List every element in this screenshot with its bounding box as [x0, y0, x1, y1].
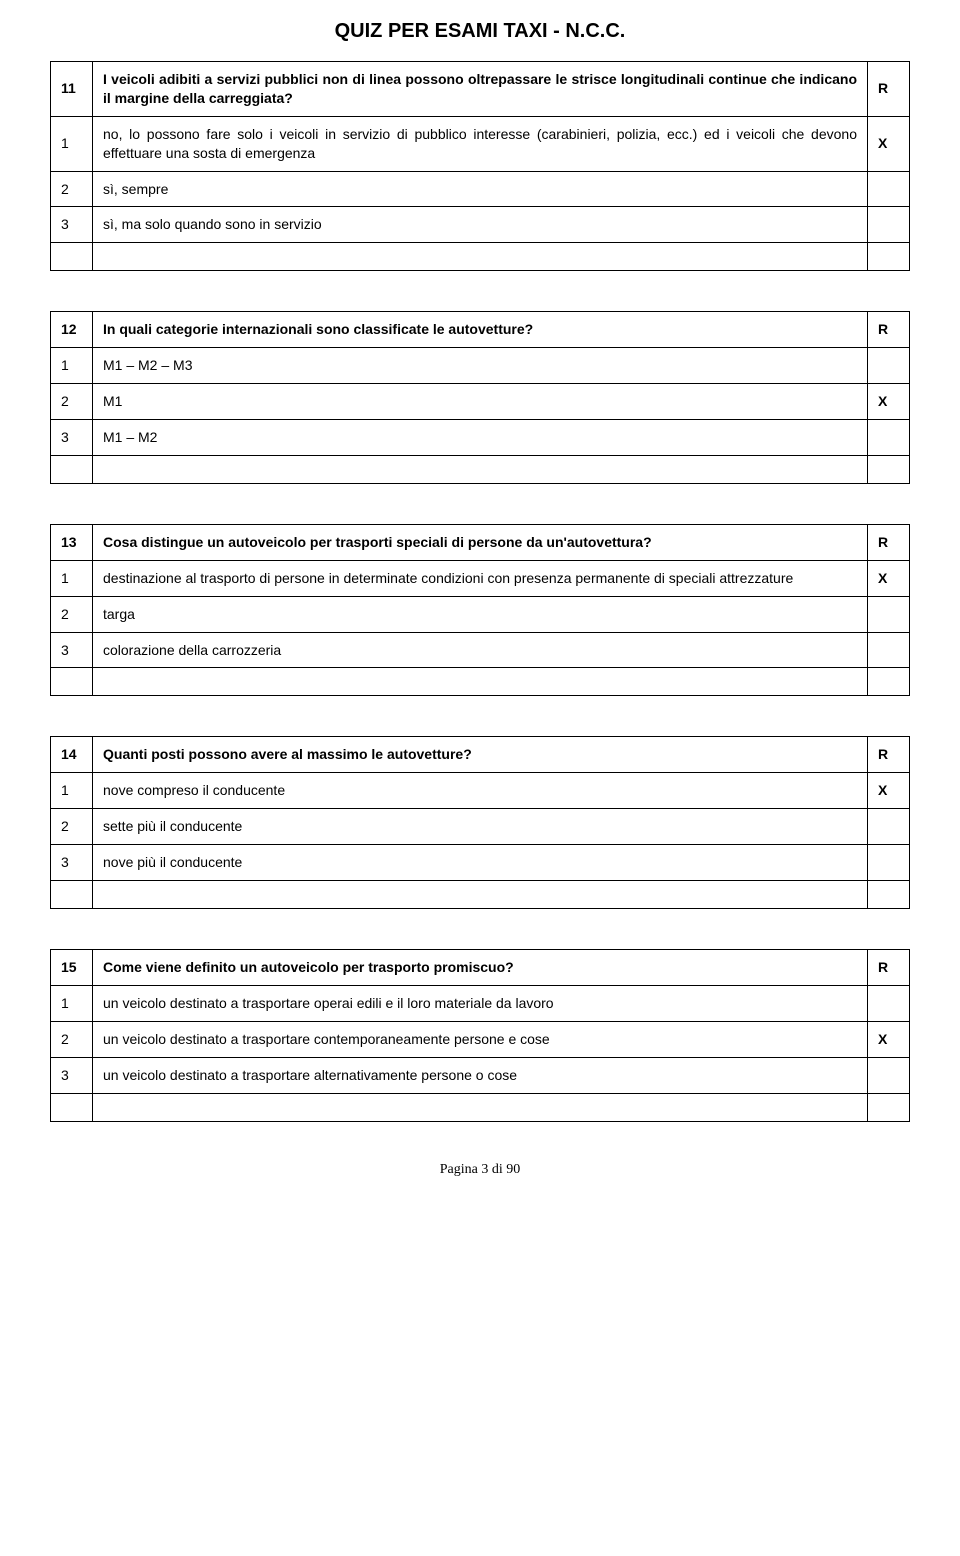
answer-number: 2	[51, 809, 93, 845]
answer-text: M1 – M2	[93, 420, 868, 456]
answer-text: un veicolo destinato a trasportare alter…	[93, 1057, 868, 1093]
answer-mark	[868, 348, 910, 384]
question-mark: R	[868, 312, 910, 348]
answer-row: 3un veicolo destinato a trasportare alte…	[51, 1057, 910, 1093]
answer-mark	[868, 207, 910, 243]
answer-mark	[868, 845, 910, 881]
answer-number: 1	[51, 985, 93, 1021]
quiz-block: 12In quali categorie internazionali sono…	[50, 311, 910, 484]
question-number: 12	[51, 312, 93, 348]
question-text: Come viene definito un autoveicolo per t…	[93, 950, 868, 986]
question-number: 11	[51, 62, 93, 117]
quiz-block: 15Come viene definito un autoveicolo per…	[50, 949, 910, 1122]
question-number: 14	[51, 737, 93, 773]
answer-text: no, lo possono fare solo i veicoli in se…	[93, 116, 868, 171]
answer-mark	[868, 420, 910, 456]
question-text: Cosa distingue un autoveicolo per traspo…	[93, 524, 868, 560]
answer-number: 3	[51, 207, 93, 243]
answer-mark: X	[868, 1021, 910, 1057]
answer-number: 2	[51, 171, 93, 207]
answer-number: 3	[51, 632, 93, 668]
question-row: 12In quali categorie internazionali sono…	[51, 312, 910, 348]
answer-number: 2	[51, 596, 93, 632]
answer-mark	[868, 632, 910, 668]
answer-row: 3colorazione della carrozzeria	[51, 632, 910, 668]
answer-row: 2M1X	[51, 384, 910, 420]
quiz-block: 14Quanti posti possono avere al massimo …	[50, 736, 910, 909]
question-mark: R	[868, 524, 910, 560]
question-text: I veicoli adibiti a servizi pubblici non…	[93, 62, 868, 117]
answer-text: M1 – M2 – M3	[93, 348, 868, 384]
answer-row: 3nove più il conducente	[51, 845, 910, 881]
page-footer: Pagina 3 di 90	[50, 1162, 910, 1178]
answer-text: sì, ma solo quando sono in servizio	[93, 207, 868, 243]
answer-number: 2	[51, 384, 93, 420]
answer-number: 1	[51, 116, 93, 171]
answer-row: 2sì, sempre	[51, 171, 910, 207]
question-row: 14Quanti posti possono avere al massimo …	[51, 737, 910, 773]
answer-row: 2targa	[51, 596, 910, 632]
answer-row: 1destinazione al trasporto di persone in…	[51, 560, 910, 596]
question-mark: R	[868, 950, 910, 986]
answer-mark	[868, 1057, 910, 1093]
answer-mark: X	[868, 116, 910, 171]
question-row: 13Cosa distingue un autoveicolo per tras…	[51, 524, 910, 560]
answer-row: 3M1 – M2	[51, 420, 910, 456]
answer-number: 1	[51, 560, 93, 596]
answer-mark	[868, 985, 910, 1021]
question-mark: R	[868, 62, 910, 117]
quiz-block: 11I veicoli adibiti a servizi pubblici n…	[50, 61, 910, 271]
question-number: 13	[51, 524, 93, 560]
spacer-row	[51, 455, 910, 483]
answer-text: sì, sempre	[93, 171, 868, 207]
answer-row: 3sì, ma solo quando sono in servizio	[51, 207, 910, 243]
answer-mark	[868, 809, 910, 845]
answer-text: sette più il conducente	[93, 809, 868, 845]
answer-number: 3	[51, 1057, 93, 1093]
answer-number: 1	[51, 348, 93, 384]
question-number: 15	[51, 950, 93, 986]
answer-mark	[868, 596, 910, 632]
question-text: Quanti posti possono avere al massimo le…	[93, 737, 868, 773]
answer-text: nove più il conducente	[93, 845, 868, 881]
answer-row: 1M1 – M2 – M3	[51, 348, 910, 384]
spacer-row	[51, 668, 910, 696]
quiz-block: 13Cosa distingue un autoveicolo per tras…	[50, 524, 910, 697]
answer-text: M1	[93, 384, 868, 420]
answer-row: 1nove compreso il conducenteX	[51, 773, 910, 809]
answer-number: 2	[51, 1021, 93, 1057]
question-row: 11I veicoli adibiti a servizi pubblici n…	[51, 62, 910, 117]
answer-mark: X	[868, 560, 910, 596]
page-title: QUIZ PER ESAMI TAXI - N.C.C.	[50, 20, 910, 43]
question-mark: R	[868, 737, 910, 773]
answer-number: 3	[51, 845, 93, 881]
answer-mark	[868, 171, 910, 207]
answer-mark: X	[868, 773, 910, 809]
question-text: In quali categorie internazionali sono c…	[93, 312, 868, 348]
answer-text: nove compreso il conducente	[93, 773, 868, 809]
spacer-row	[51, 243, 910, 271]
answer-text: targa	[93, 596, 868, 632]
answer-number: 1	[51, 773, 93, 809]
answer-number: 3	[51, 420, 93, 456]
spacer-row	[51, 1093, 910, 1121]
answer-row: 1un veicolo destinato a trasportare oper…	[51, 985, 910, 1021]
answer-mark: X	[868, 384, 910, 420]
answer-row: 2un veicolo destinato a trasportare cont…	[51, 1021, 910, 1057]
spacer-row	[51, 881, 910, 909]
answer-text: un veicolo destinato a trasportare conte…	[93, 1021, 868, 1057]
answer-text: un veicolo destinato a trasportare opera…	[93, 985, 868, 1021]
answer-row: 1no, lo possono fare solo i veicoli in s…	[51, 116, 910, 171]
answer-text: destinazione al trasporto di persone in …	[93, 560, 868, 596]
question-row: 15Come viene definito un autoveicolo per…	[51, 950, 910, 986]
answer-row: 2sette più il conducente	[51, 809, 910, 845]
answer-text: colorazione della carrozzeria	[93, 632, 868, 668]
